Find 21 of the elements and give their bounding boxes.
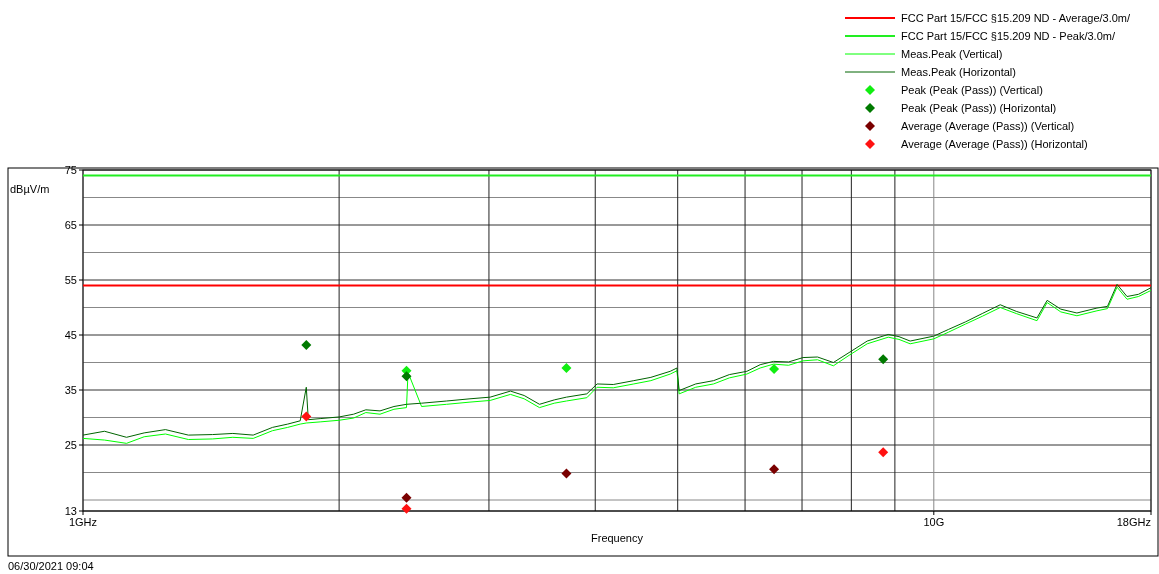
legend-label: Average (Average (Pass)) (Vertical)	[901, 120, 1075, 132]
y-tick-label: 25	[64, 439, 77, 451]
x-tick-label: 18GHz	[1116, 516, 1151, 528]
legend-label: Meas.Peak (Vertical)	[901, 48, 1003, 60]
legend-label: Meas.Peak (Horizontal)	[901, 66, 1016, 78]
y-tick-label: 75	[64, 164, 77, 176]
legend-label: Peak (Peak (Pass)) (Horizontal)	[901, 102, 1057, 114]
x-tick-label: 1GHz	[68, 516, 98, 528]
legend-label: FCC Part 15/FCC §15.209 ND - Average/3.0m/	[901, 12, 1131, 24]
y-tick-label: 13	[64, 505, 77, 517]
y-tick-label: 65	[64, 219, 77, 231]
text: 06/30/2021 09:04	[8, 560, 94, 572]
legend-label: Peak (Peak (Pass)) (Vertical)	[901, 84, 1043, 96]
y-axis-title: dBµV/m	[10, 183, 50, 195]
legend-label: Average (Average (Pass)) (Horizontal)	[901, 138, 1088, 150]
y-tick-label: 45	[64, 329, 77, 341]
y-tick-label: 55	[64, 274, 77, 286]
y-tick-label: 35	[64, 384, 77, 396]
x-tick-label: 10G	[923, 516, 945, 528]
x-axis-title: Frequency	[591, 532, 644, 544]
legend-label: FCC Part 15/FCC §15.209 ND - Peak/3.0m/	[901, 30, 1116, 42]
